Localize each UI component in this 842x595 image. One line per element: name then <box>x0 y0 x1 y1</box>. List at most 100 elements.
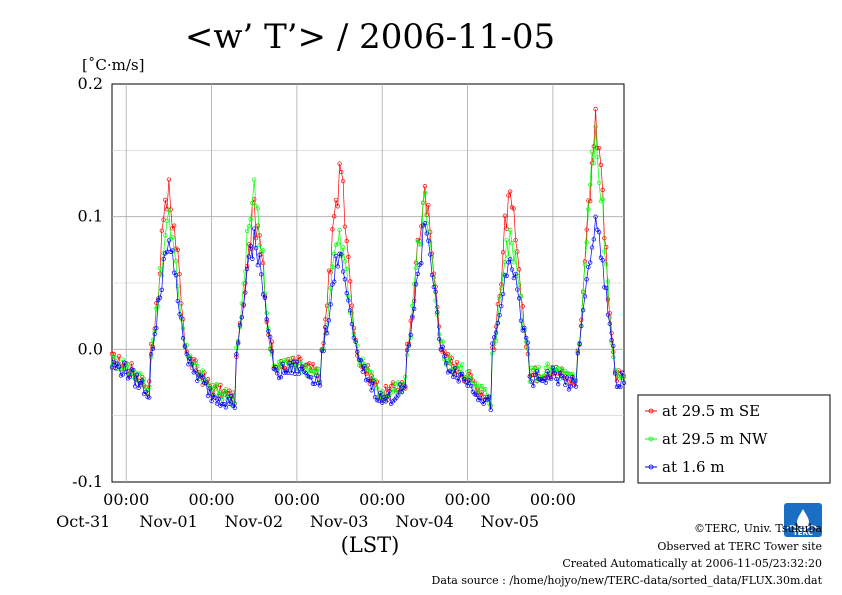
data-point <box>452 366 458 371</box>
data-point <box>516 296 522 301</box>
data-point <box>598 162 604 167</box>
footer-notes: ©TERC, Univ. Tsukuba Observed at TERC To… <box>432 522 823 587</box>
data-point <box>408 332 413 337</box>
data-point <box>362 363 367 369</box>
data-point <box>173 259 179 264</box>
y-tick-label: -0.1 <box>72 472 103 491</box>
data-point <box>244 266 250 271</box>
data-point <box>335 241 340 246</box>
data-point <box>113 355 118 360</box>
data-point <box>346 254 351 259</box>
data-point <box>589 149 595 154</box>
data-point <box>335 264 340 269</box>
data-point <box>116 353 122 359</box>
data-point <box>600 187 605 192</box>
data-point <box>166 238 172 243</box>
data-point <box>589 245 595 250</box>
data-point <box>314 367 319 372</box>
data-point <box>189 361 195 367</box>
data-point <box>234 345 239 350</box>
data-point <box>492 335 497 340</box>
y-tick-label: 0.1 <box>78 207 103 226</box>
data-point <box>586 264 591 270</box>
data-point <box>520 304 525 309</box>
data-point <box>420 200 426 205</box>
data-point <box>584 240 589 245</box>
data-point <box>269 349 275 354</box>
data-point <box>180 326 186 331</box>
data-point <box>620 370 625 375</box>
data-point <box>380 400 385 405</box>
data-point <box>509 241 515 246</box>
data-point <box>216 396 221 401</box>
terc-logo-text: TERC <box>793 529 813 537</box>
data-point <box>348 308 353 313</box>
data-point <box>116 364 122 369</box>
data-point <box>511 275 516 281</box>
data-point <box>113 366 118 371</box>
data-point <box>212 387 218 392</box>
data-point <box>163 233 168 238</box>
data-point <box>344 238 349 244</box>
data-point <box>403 374 408 380</box>
data-point <box>419 242 424 247</box>
data-point <box>607 321 612 326</box>
data-point <box>548 376 554 381</box>
data-point <box>456 363 461 369</box>
data-point <box>474 392 479 397</box>
data-point <box>308 375 314 380</box>
data-point <box>447 354 452 359</box>
data-point <box>364 371 369 376</box>
data-point <box>246 254 252 259</box>
data-point <box>499 303 504 309</box>
data-point <box>253 246 259 251</box>
data-point <box>596 180 602 186</box>
data-point <box>600 258 605 263</box>
data-point <box>602 235 607 241</box>
data-point <box>506 193 511 198</box>
data-point <box>500 250 506 255</box>
data-point <box>525 340 531 345</box>
data-point <box>602 249 607 254</box>
data-point <box>332 214 337 219</box>
data-point <box>180 336 186 341</box>
data-point <box>145 394 150 400</box>
data-point <box>490 341 495 346</box>
data-point <box>404 347 410 353</box>
data-point <box>175 284 180 289</box>
data-point <box>175 298 180 304</box>
data-point <box>611 343 616 349</box>
data-point <box>547 376 552 381</box>
data-point <box>529 379 534 384</box>
data-point <box>413 282 419 287</box>
data-point <box>131 367 136 373</box>
data-point <box>376 398 381 403</box>
data-point <box>317 383 323 388</box>
data-point <box>163 197 168 203</box>
data-point <box>234 352 239 357</box>
data-point <box>264 310 269 316</box>
data-point <box>134 372 140 377</box>
data-point <box>307 365 312 370</box>
data-point <box>426 238 431 243</box>
data-point <box>308 369 314 374</box>
data-point <box>502 273 508 278</box>
data-point <box>353 339 358 344</box>
data-point <box>588 199 593 204</box>
data-point <box>600 197 605 202</box>
data-point <box>248 217 253 222</box>
data-point <box>369 388 374 393</box>
data-point <box>413 265 419 271</box>
data-point <box>342 259 348 264</box>
data-point <box>340 178 346 184</box>
data-point <box>159 273 164 278</box>
data-point <box>220 402 225 407</box>
data-point <box>207 386 212 391</box>
x-tick-time: 00:00 <box>189 490 235 509</box>
data-point <box>429 272 435 278</box>
data-point <box>396 393 401 398</box>
data-point <box>573 384 579 389</box>
data-point <box>223 386 228 392</box>
copyright-text: ©TERC, Univ. Tsukuba <box>694 522 822 535</box>
